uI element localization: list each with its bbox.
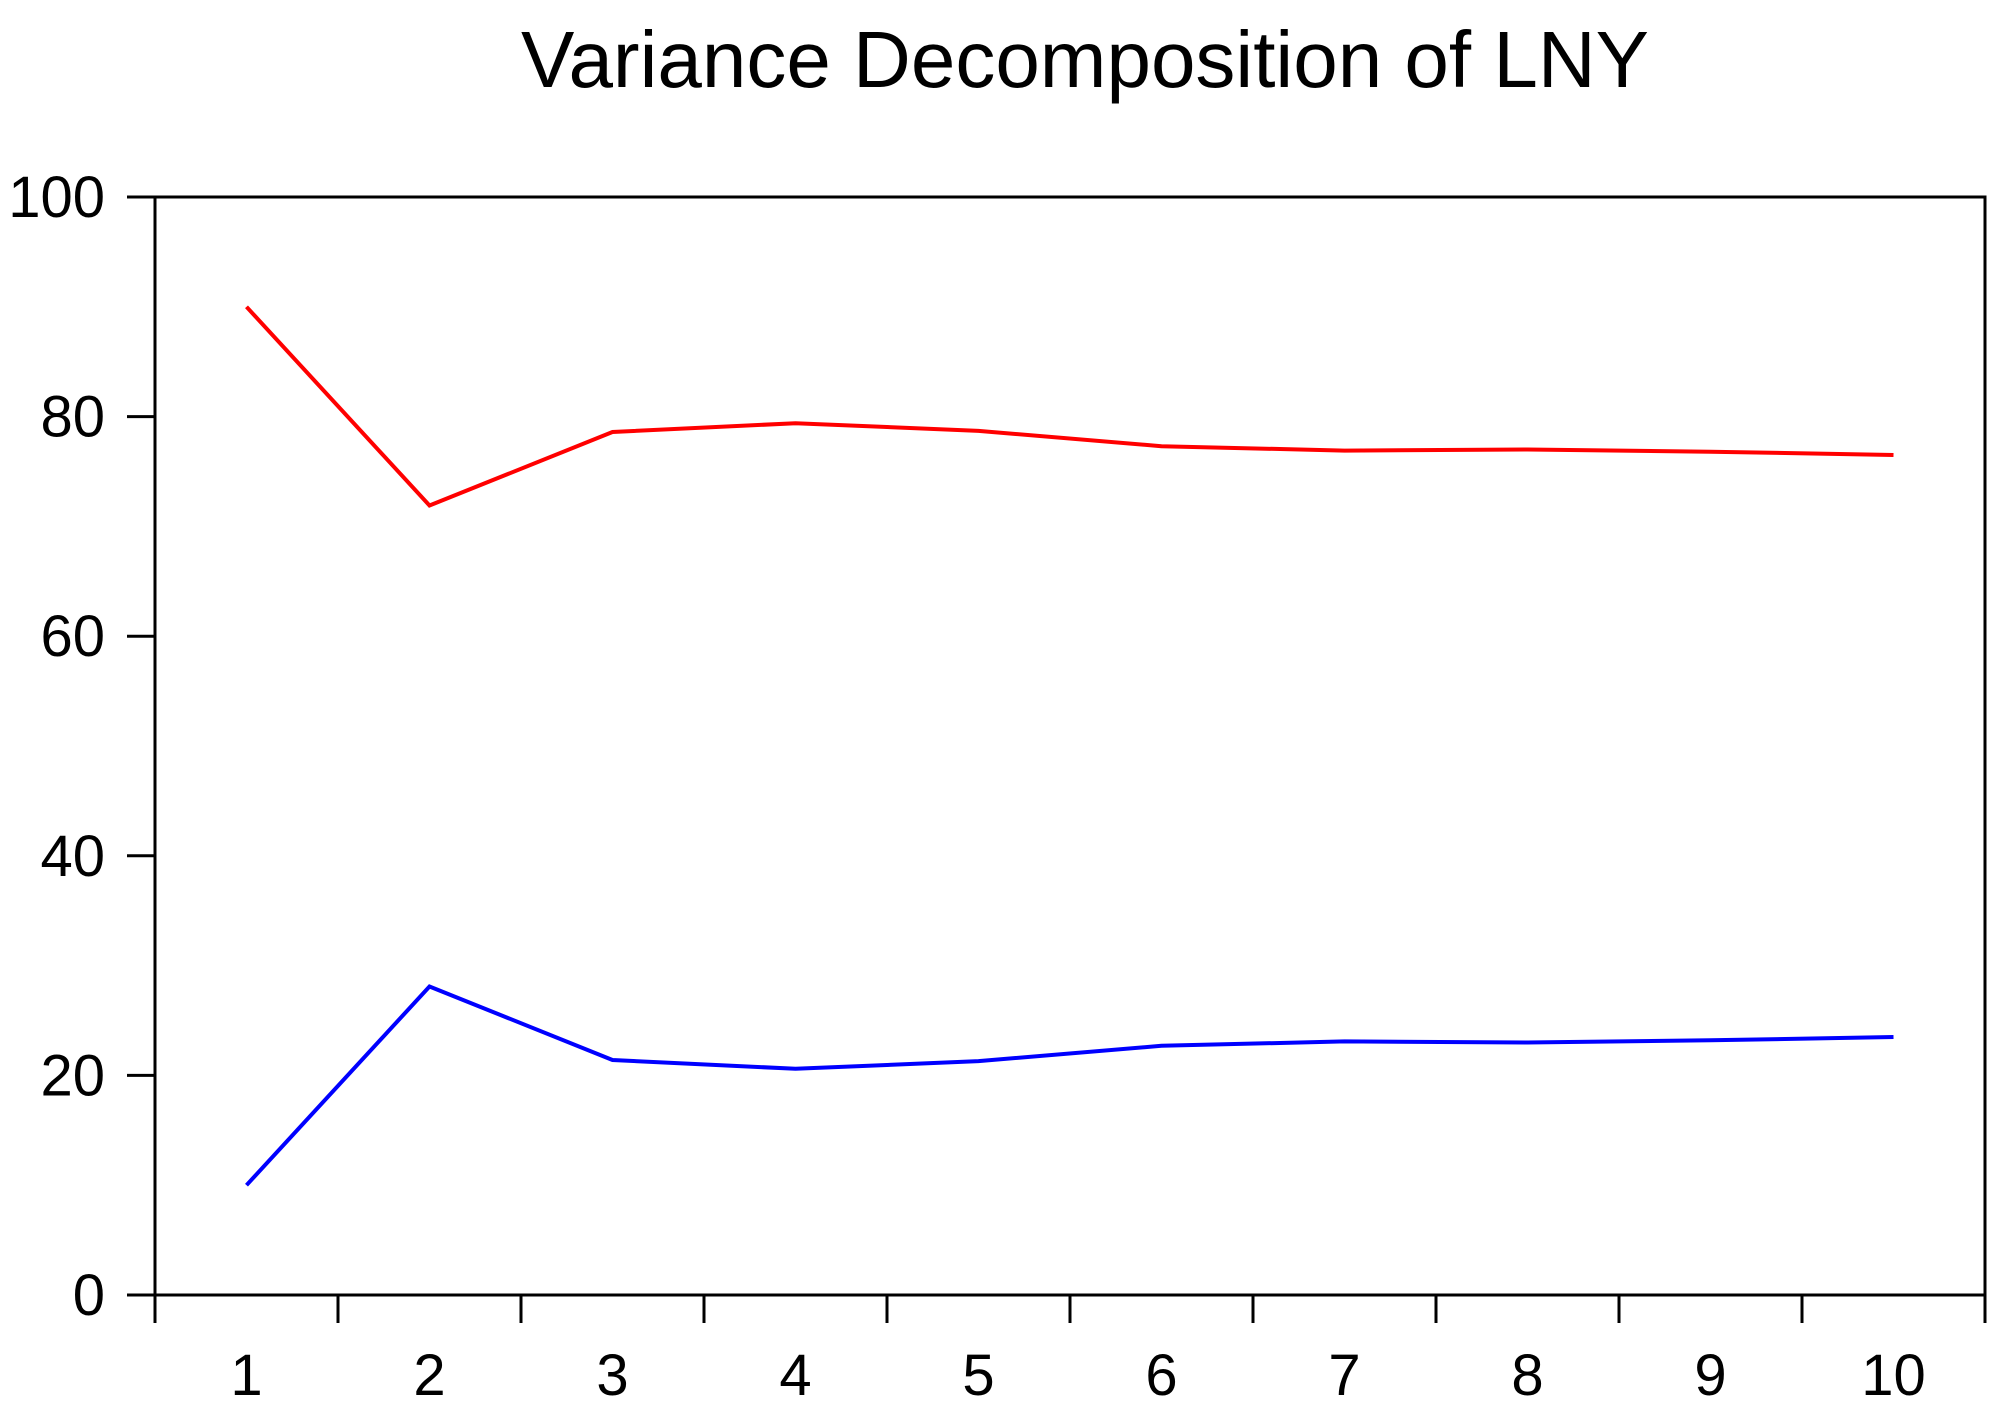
- plot-frame: [153, 195, 1987, 1297]
- x-tick-label: 1: [230, 1343, 262, 1408]
- x-tick-label: 2: [413, 1343, 445, 1408]
- x-axis: 1 2 3 4 5 6 7 8 9 10: [153, 1295, 1987, 1408]
- y-tick-label: 20: [40, 1043, 105, 1108]
- y-tick-label: 80: [40, 385, 105, 450]
- x-tick-label: 6: [1145, 1343, 1177, 1408]
- y-tick-label: 60: [40, 604, 105, 669]
- x-tick-label: 4: [779, 1343, 811, 1408]
- chart-title: Variance Decomposition of LNY: [521, 15, 1649, 104]
- series-line-1: [245, 305, 1894, 508]
- x-tick-label: 8: [1511, 1343, 1543, 1408]
- x-tick-label: 9: [1694, 1343, 1726, 1408]
- y-tick-label: 0: [73, 1263, 105, 1328]
- series-line-2: [245, 984, 1894, 1187]
- y-tick-label: 40: [40, 824, 105, 889]
- x-tick-label: 3: [596, 1343, 628, 1408]
- y-tick-label: 100: [8, 165, 105, 230]
- x-tick-label: 5: [962, 1343, 994, 1408]
- series-layer: [245, 305, 1894, 1187]
- y-axis: 0 20 40 60 80 100: [8, 165, 155, 1328]
- x-tick-label: 7: [1328, 1343, 1360, 1408]
- plot-border: [153, 195, 1987, 1297]
- x-tick-label: 10: [1861, 1343, 1926, 1408]
